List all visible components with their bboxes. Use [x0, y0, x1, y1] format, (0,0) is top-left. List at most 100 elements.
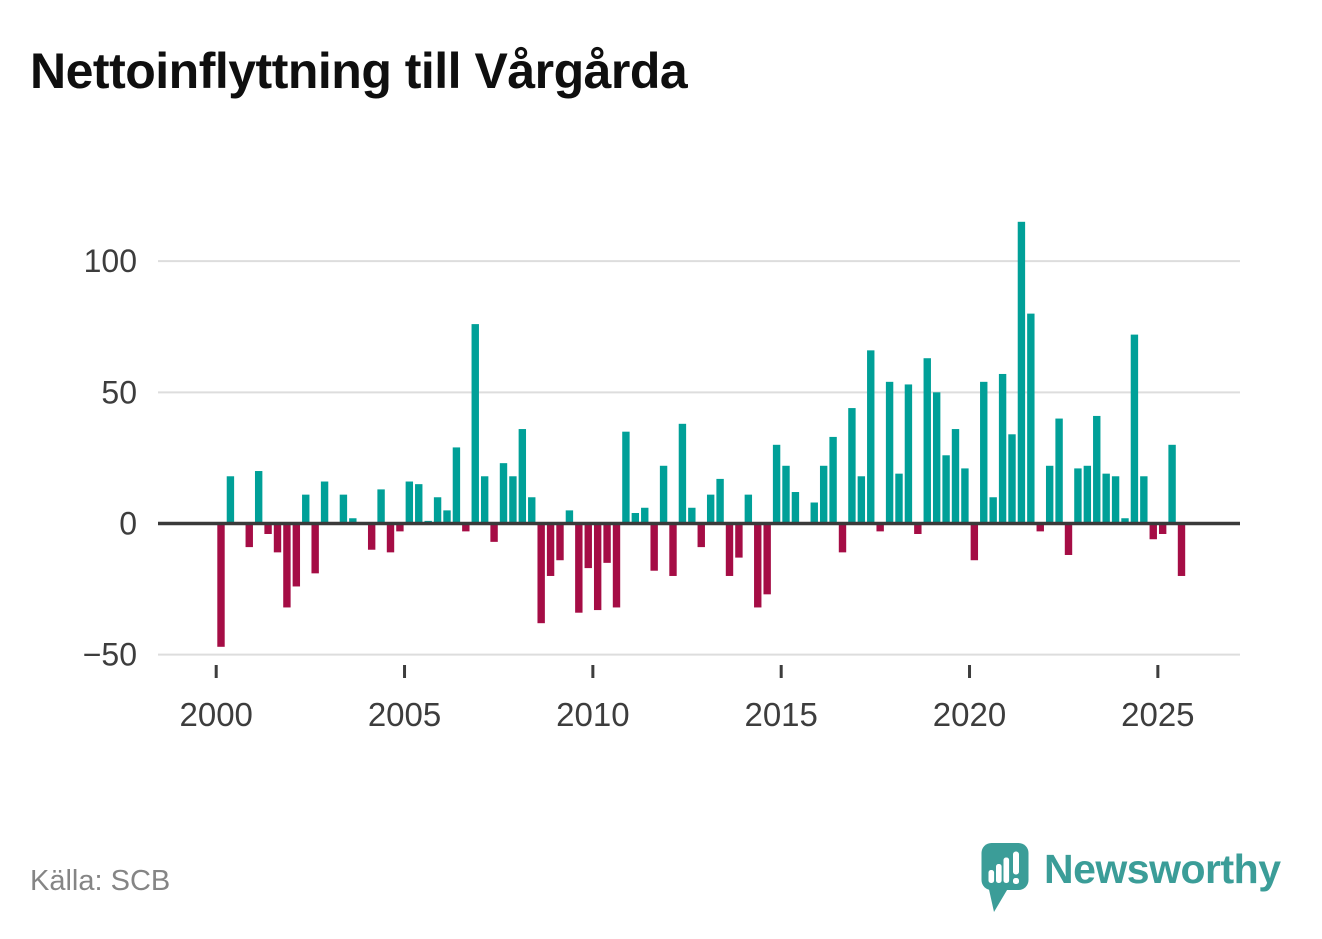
bar-2024-q4	[1149, 523, 1157, 540]
chart-title: Nettoinflyttning till Vårgårda	[30, 43, 688, 99]
bar-2000-q4	[245, 523, 253, 548]
x-axis-label-2025: 2025	[1121, 696, 1194, 733]
bar-2019-q4	[961, 468, 969, 524]
bar-2006-q2	[452, 447, 461, 524]
bar-2009-q3	[575, 523, 583, 613]
bar-2008-q1	[518, 429, 527, 524]
bar-2008-q4	[546, 523, 555, 576]
bar-2003-q2	[339, 494, 348, 524]
x-axis-label-2005: 2005	[368, 696, 441, 733]
bar-2012-q1	[669, 523, 677, 576]
bar-2016-q3	[838, 523, 847, 553]
bar-2011-q1	[631, 513, 640, 524]
bar-2010-q4	[622, 431, 630, 524]
bar-2023-q3	[1102, 473, 1110, 524]
bar-2015-q4	[810, 502, 818, 524]
bar-2011-q3	[650, 523, 658, 571]
bar-2019-q2	[942, 455, 950, 524]
bar-2005-q2	[415, 484, 423, 524]
bar-2018-q4	[923, 358, 931, 524]
bar-2022-q2	[1055, 418, 1063, 524]
bar-2024-q3	[1140, 476, 1148, 524]
bar-2013-q4	[735, 523, 743, 558]
bar-2012-q4	[697, 523, 705, 548]
bar-2019-q3	[951, 429, 960, 524]
bar-2006-q3	[462, 523, 470, 532]
bar-2016-q1	[819, 465, 828, 524]
bar-2022-q1	[1045, 465, 1054, 524]
bar-2025-q3	[1177, 523, 1186, 576]
bar-2002-q3	[311, 523, 319, 574]
net-migration-bar-chart: 100 50 0 −50 2000 2005 2010 2015 2020 2025	[83, 221, 1240, 733]
bar-2010-q2	[603, 523, 611, 563]
bar-2009-q1	[556, 523, 564, 561]
bar-2025-q2	[1168, 444, 1176, 524]
bar-2005-q4	[433, 497, 442, 524]
bar-2008-q3	[537, 523, 545, 624]
newsworthy-branding: Newsworthy	[981, 841, 1281, 915]
bar-2018-q1	[895, 473, 903, 524]
bar-2019-q1	[932, 392, 941, 524]
bar-2004-q2	[377, 489, 385, 524]
bar-2000-q2	[226, 476, 235, 524]
bar-2022-q4	[1074, 468, 1082, 524]
x-axis-label-2000: 2000	[179, 696, 252, 733]
bar-2017-q1	[857, 476, 866, 524]
bar-2018-q2	[904, 384, 913, 524]
bar-2014-q3	[763, 523, 771, 595]
bar-2013-q3	[725, 523, 734, 576]
y-axis-label-0: 0	[119, 506, 137, 542]
source-caption: Källa: SCB	[30, 865, 171, 897]
bar-2007-q4	[509, 476, 517, 524]
bar-2018-q3	[914, 523, 922, 534]
bar-2021-q4	[1036, 523, 1044, 532]
bar-2007-q2	[490, 523, 498, 542]
bar-2017-q4	[885, 381, 894, 524]
bar-2010-q3	[612, 523, 621, 608]
bar-2007-q1	[480, 476, 489, 524]
bar-2014-q4	[772, 444, 781, 524]
bar-2002-q2	[302, 494, 310, 524]
bar-2002-q4	[320, 481, 329, 524]
bar-2012-q3	[688, 507, 696, 524]
bar-2020-q3	[989, 497, 997, 524]
bar-2008-q2	[528, 497, 536, 524]
y-axis-label-50: 50	[101, 374, 137, 410]
bar-2023-q4	[1111, 476, 1120, 524]
bar-2013-q1	[706, 494, 715, 524]
bar-2004-q4	[396, 523, 404, 532]
y-axis-label-100: 100	[84, 243, 137, 279]
bar-2001-q4	[283, 523, 291, 608]
bar-2002-q1	[292, 523, 301, 587]
bar-2015-q2	[791, 492, 800, 524]
newsworthy-wordmark: Newsworthy	[1044, 846, 1281, 892]
bar-2011-q4	[659, 465, 668, 524]
bar-2006-q1	[443, 510, 451, 524]
bar-2004-q3	[386, 523, 395, 553]
bar-2020-q2	[980, 381, 988, 524]
bar-2025-q1	[1158, 523, 1167, 534]
bar-2024-q1	[1121, 518, 1129, 524]
bar-2020-q1	[970, 523, 979, 561]
newsworthy-logo-icon	[981, 843, 1029, 912]
bar-2020-q4	[998, 373, 1007, 524]
bar-2016-q2	[829, 436, 837, 524]
bar-2023-q2	[1093, 415, 1101, 524]
bar-2022-q3	[1064, 523, 1073, 555]
bar-2021-q2	[1017, 221, 1026, 524]
bar-2006-q4	[471, 324, 479, 524]
bar-2011-q2	[641, 507, 649, 524]
bar-2003-q3	[349, 518, 357, 524]
bar-2010-q1	[593, 523, 602, 611]
bar-2021-q3	[1027, 313, 1035, 524]
bar-2023-q1	[1083, 465, 1092, 524]
y-axis-label--50: −50	[83, 637, 137, 673]
bar-2004-q1	[367, 523, 376, 550]
bar-2017-q3	[876, 523, 884, 532]
bar-2017-q2	[867, 350, 875, 524]
bar-2000-q1	[217, 523, 225, 647]
bar-2021-q1	[1008, 434, 1016, 524]
x-axis-label-2010: 2010	[556, 696, 629, 733]
bar-2015-q1	[782, 465, 790, 524]
bar-2001-q2	[264, 523, 272, 534]
